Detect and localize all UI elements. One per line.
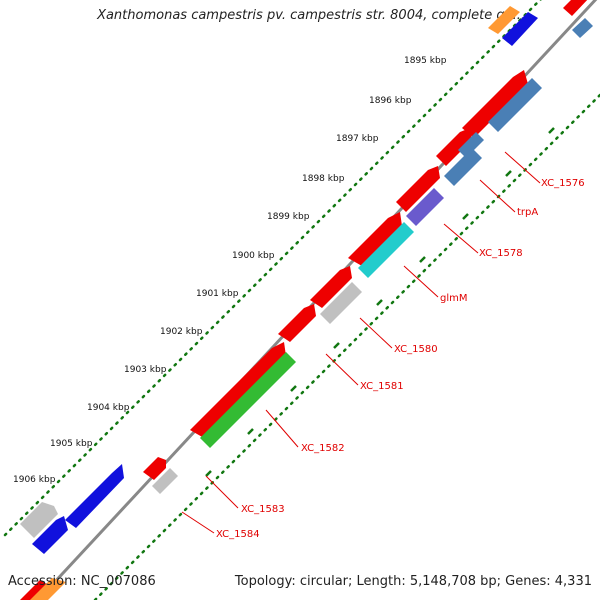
gene-arrow[interactable] xyxy=(444,148,482,186)
gene-arrow[interactable] xyxy=(20,502,58,538)
gene-arrow[interactable] xyxy=(200,352,296,448)
gene-arrow[interactable] xyxy=(32,516,68,554)
gene-label-xc1578: XC_1578 xyxy=(479,248,523,259)
gene-arrow[interactable] xyxy=(320,282,362,324)
dotted-track-inner xyxy=(93,93,600,600)
gene-arrow[interactable] xyxy=(278,304,316,342)
gene-label-xc1580: XC_1580 xyxy=(394,344,438,355)
gene-arrow[interactable] xyxy=(406,188,444,226)
gene-arrow[interactable] xyxy=(30,578,66,600)
tick-label: 1905 kbp xyxy=(50,439,93,449)
gene-label-xc1581: XC_1581 xyxy=(360,381,404,392)
gene-arrow[interactable] xyxy=(502,12,538,46)
gene-labels: XC_1576 trpA XC_1578 glmM XC_1580 XC_158… xyxy=(216,178,585,540)
dotted-track-outer xyxy=(3,0,542,537)
gene-label-xc1583: XC_1583 xyxy=(241,504,285,515)
gene-arrow[interactable] xyxy=(143,457,166,480)
tick-label: 1897 kbp xyxy=(336,134,379,144)
tick-label: 1895 kbp xyxy=(404,56,447,66)
gene-arrow[interactable] xyxy=(20,580,50,600)
gene-arrow[interactable] xyxy=(152,468,178,494)
reverse-strand-genes xyxy=(152,18,593,494)
gene-label-trpa: trpA xyxy=(517,207,538,218)
tick-label: 1904 kbp xyxy=(87,403,130,413)
gene-arrow[interactable] xyxy=(488,78,542,132)
gene-label-xc1576: XC_1576 xyxy=(541,178,585,189)
gene-arrow[interactable] xyxy=(358,222,414,278)
inner-track-ticks xyxy=(205,127,555,477)
gene-label-connectors xyxy=(181,151,541,534)
tick-label: 1903 kbp xyxy=(124,365,167,375)
tick-label: 1900 kbp xyxy=(232,251,275,261)
gene-arrow[interactable] xyxy=(488,6,520,34)
gene-arrow[interactable] xyxy=(190,342,286,438)
gene-label-xc1582: XC_1582 xyxy=(301,443,345,454)
gene-arrow[interactable] xyxy=(348,212,402,266)
accession-text: Accession: NC_007086 xyxy=(8,574,156,589)
gene-arrow[interactable] xyxy=(310,266,352,308)
tick-label: 1899 kbp xyxy=(267,212,310,222)
genome-summary-text: Topology: circular; Length: 5,148,708 bp… xyxy=(234,574,592,589)
kbp-tick-labels: 1895 kbp 1896 kbp 1897 kbp 1898 kbp 1899… xyxy=(13,56,447,485)
gene-arrow[interactable] xyxy=(458,132,484,158)
gene-arrow[interactable] xyxy=(65,464,124,528)
forward-strand-genes xyxy=(20,0,590,600)
gene-arrow[interactable] xyxy=(572,18,593,38)
tick-label: 1896 kbp xyxy=(369,96,412,106)
tick-label: 1901 kbp xyxy=(196,289,239,299)
map-title: Xanthomonas campestris pv. campestris st… xyxy=(97,8,525,23)
gene-arrow[interactable] xyxy=(396,166,440,212)
tick-label: 1898 kbp xyxy=(302,174,345,184)
gene-arrow[interactable] xyxy=(563,0,590,16)
tick-label: 1902 kbp xyxy=(160,327,203,337)
gene-label-xc1584: XC_1584 xyxy=(216,529,260,540)
gene-label-glmm: glmM xyxy=(440,293,468,304)
tick-label: 1906 kbp xyxy=(13,475,56,485)
gene-arrow[interactable] xyxy=(436,128,472,166)
gene-arrow[interactable] xyxy=(462,70,528,138)
